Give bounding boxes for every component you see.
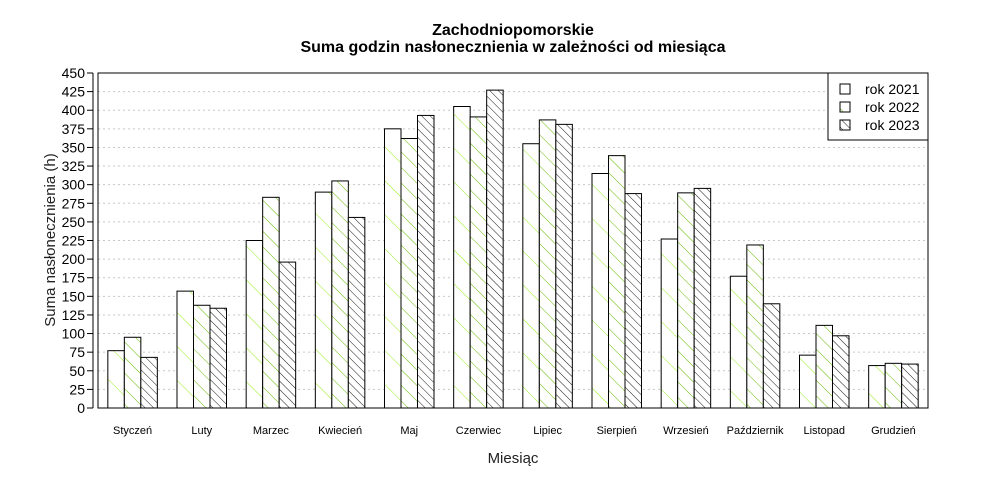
- bar: [107, 350, 125, 409]
- bar: [486, 89, 504, 409]
- y-tick-label: 150: [62, 288, 86, 304]
- bar: [746, 244, 764, 409]
- bar: [453, 106, 471, 409]
- legend-label: rok 2022: [865, 99, 920, 115]
- legend-swatch: [839, 83, 851, 95]
- bar: [868, 365, 886, 409]
- bar: [417, 114, 435, 409]
- bar: [245, 240, 264, 409]
- y-tick-label: 400: [62, 102, 86, 118]
- bar: [278, 261, 297, 409]
- bar: [140, 356, 158, 409]
- y-tick-label: 100: [62, 326, 86, 342]
- x-tick-label: Sierpień: [597, 425, 637, 437]
- x-tick-label: Grudzień: [871, 425, 916, 437]
- y-tick-label: 350: [62, 139, 86, 155]
- bar: [884, 362, 903, 409]
- bar: [624, 193, 642, 409]
- bar: [384, 128, 402, 409]
- y-tick-label: 125: [62, 307, 86, 323]
- bar: [400, 138, 418, 409]
- bar: [347, 216, 366, 409]
- chart-title: Zachodniopomorskie: [432, 22, 594, 39]
- x-tick-label: Listopad: [803, 425, 845, 437]
- y-axis: 0 25 50 75 100 125 150 175 200 225 250 275 300 325 350…: [62, 65, 94, 416]
- bar: [538, 119, 557, 409]
- bar: [176, 290, 194, 409]
- legend-swatch: [839, 101, 851, 113]
- y-tick-label: 450: [62, 65, 86, 81]
- y-tick-label: 300: [62, 177, 86, 193]
- legend: rok 2021 rok 2022 rok 2023: [827, 72, 929, 141]
- y-tick-label: 75: [69, 344, 85, 360]
- y-tick-label: 200: [62, 251, 86, 267]
- bar: [815, 324, 833, 409]
- chart-subtitle: Suma godzin nasłonecznienia w zależności…: [300, 39, 725, 56]
- x-tick-label: Październik: [727, 425, 784, 437]
- y-tick-label: 275: [62, 195, 86, 211]
- x-tick-label: Styczeń: [113, 425, 152, 437]
- y-tick-label: 325: [62, 158, 86, 174]
- bars: [107, 89, 919, 409]
- y-tick-label: 0: [77, 400, 85, 416]
- y-tick-label: 425: [62, 84, 86, 100]
- bar: [729, 275, 748, 409]
- bar: [522, 143, 540, 409]
- bar: [591, 173, 609, 409]
- bar: [262, 196, 280, 409]
- bar: [193, 304, 211, 409]
- x-axis: Styczeń Luty Marzec Kwiecień Maj Czerwiec Lipi…: [113, 425, 916, 437]
- bar: [660, 238, 679, 409]
- x-tick-label: Luty: [191, 425, 212, 437]
- legend-label: rok 2023: [865, 117, 920, 133]
- x-tick-label: Czerwiec: [456, 425, 502, 437]
- y-tick-label: 50: [69, 363, 85, 379]
- bar: [331, 180, 349, 409]
- plot-frame: [97, 72, 929, 409]
- x-tick-label: Marzec: [253, 425, 290, 437]
- x-axis-title: Miesiąc: [488, 450, 539, 467]
- y-tick-label: 175: [62, 270, 86, 286]
- legend-swatch: [839, 119, 851, 131]
- bar: [901, 363, 919, 409]
- x-tick-label: Kwiecień: [318, 425, 362, 437]
- y-tick-label: 25: [69, 381, 85, 397]
- bar: [608, 155, 626, 409]
- y-tick-label: 250: [62, 214, 86, 230]
- bar: [469, 116, 488, 409]
- bar: [693, 187, 712, 409]
- y-tick-label: 375: [62, 121, 86, 137]
- bar: [123, 336, 142, 409]
- bar: [677, 192, 695, 409]
- bar: [555, 123, 573, 409]
- bar: [762, 303, 781, 409]
- gridlines: [98, 91, 928, 390]
- legend-label: rok 2021: [865, 81, 920, 97]
- bar: [799, 354, 817, 409]
- y-tick-label: 225: [62, 233, 86, 249]
- bar: [832, 335, 850, 409]
- y-axis-title: Suma nasłonecznienia (h): [42, 153, 59, 326]
- x-tick-label: Lipiec: [533, 425, 562, 437]
- x-tick-label: Maj: [400, 425, 418, 437]
- bar: [209, 307, 227, 409]
- x-tick-label: Wrzesień: [663, 425, 709, 437]
- bar: [314, 191, 333, 409]
